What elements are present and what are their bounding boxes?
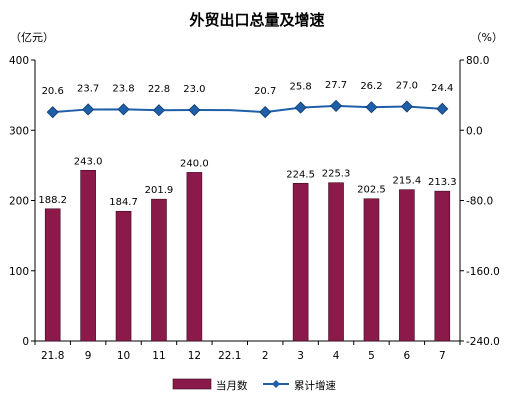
left-axis-unit: （亿元）: [10, 31, 54, 44]
line-point: [117, 103, 130, 116]
left-axis-tick-label: 0: [22, 336, 29, 348]
right-axis-unit: （%）: [471, 31, 503, 44]
bar: [399, 189, 415, 342]
line-data-label: 20.6: [42, 86, 64, 97]
x-axis-tick-label: 9: [85, 350, 92, 362]
legend-line-marker: [272, 380, 280, 388]
left-axis-tick-label: 200: [9, 196, 29, 208]
left-axis-tick-label: 300: [9, 125, 29, 137]
bar-data-label: 215.4: [393, 176, 422, 187]
x-axis-tick-label: 3: [297, 350, 304, 362]
left-axis-tick-label: 100: [9, 266, 29, 278]
bar: [115, 210, 132, 342]
bar: [328, 182, 344, 342]
x-axis-tick-label: 10: [117, 350, 130, 362]
bar-data-label: 240.0: [180, 158, 209, 169]
line-point: [400, 100, 413, 113]
x-axis-tick-label: 11: [152, 350, 165, 362]
chart-title: 外贸出口总量及增速: [188, 11, 324, 29]
bar: [186, 172, 203, 342]
line-point: [329, 99, 343, 112]
legend: 当月数 累计增速: [172, 378, 336, 392]
line-data-label: 22.8: [148, 84, 170, 95]
bar-data-label: 201.9: [145, 185, 174, 196]
line-data-label: 24.4: [431, 83, 453, 94]
bar: [434, 190, 451, 342]
line-point: [365, 101, 378, 114]
line-data-label: 25.8: [289, 82, 311, 93]
line-point: [46, 106, 59, 119]
bar: [363, 198, 380, 342]
legend-line-label: 累计增速: [294, 379, 336, 392]
bar-data-label: 188.2: [38, 195, 67, 206]
line-point: [82, 103, 95, 116]
line-data-label: 23.8: [112, 83, 134, 94]
x-axis-tick-label: 4: [333, 350, 340, 362]
bar-data-label: 224.5: [286, 169, 315, 180]
line-data-label: 23.0: [183, 84, 205, 95]
right-axis-tick-label: -160.0: [466, 266, 500, 278]
right-axis-tick-label: 80.0: [466, 55, 489, 67]
left-axis-tick-label: 400: [9, 55, 29, 67]
line-point: [436, 102, 449, 115]
line-data-label: 23.7: [77, 83, 99, 94]
bar-data-label: 243.0: [74, 156, 103, 167]
line-point: [188, 103, 201, 117]
line-data-label: 20.7: [254, 86, 276, 97]
right-axis-tick-label: -80.0: [466, 196, 493, 208]
bar-data-label: 184.7: [109, 197, 138, 208]
line-point: [259, 106, 272, 119]
right-axis-tick-label: 0.0: [466, 125, 483, 137]
x-axis-tick-label: 7: [439, 350, 446, 362]
x-axis-tick-label: 2: [262, 350, 269, 362]
bar-data-label: 202.5: [357, 185, 386, 196]
x-axis-tick-label: 12: [188, 350, 201, 362]
right-axis-tick-label: -240.0: [466, 336, 500, 348]
x-axis-tick-label: 21.8: [41, 350, 64, 362]
x-axis-tick-label: 6: [404, 350, 411, 362]
bar: [292, 182, 309, 342]
legend-bar-swatch: [172, 378, 212, 390]
legend-bar-label: 当月数: [216, 379, 248, 392]
x-axis-tick-label: 22.1: [218, 350, 241, 362]
line-data-label: 27.0: [396, 81, 418, 92]
line-data-label: 26.2: [360, 81, 382, 92]
bar: [44, 208, 61, 342]
plot-area: 0 100 200 300 400 -240.0 -160.0 -80.0 0.0 80.0 21.…: [9, 55, 500, 362]
bar: [80, 169, 96, 342]
line-data-label: 27.7: [325, 80, 347, 91]
bar: [151, 198, 167, 342]
line-point: [152, 104, 166, 117]
bar-data-label: 213.3: [428, 177, 457, 188]
line-point: [294, 101, 307, 114]
x-axis-tick-label: 5: [368, 350, 375, 362]
bar-data-label: 225.3: [322, 169, 351, 180]
growth-line: [52, 104, 443, 114]
